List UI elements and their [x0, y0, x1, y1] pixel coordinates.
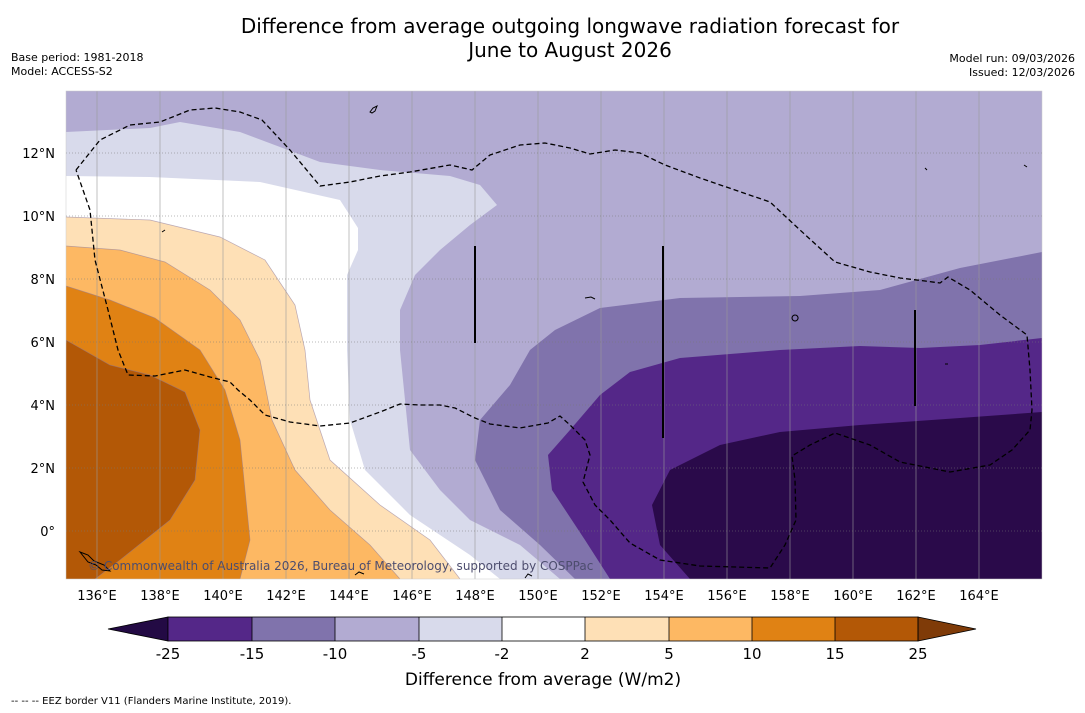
model-run-text: Model run: 09/03/2026 [949, 52, 1075, 65]
colorbar-segment [835, 617, 918, 641]
lon-label: 146°E [392, 589, 432, 604]
colorbar-tick: -5 [412, 645, 427, 663]
lon-label: 144°E [329, 589, 369, 604]
colorbar-segment [752, 617, 835, 641]
colorbar-tick: -25 [156, 645, 181, 663]
contour-band-plus15-plus25 [66, 340, 200, 579]
colorbar-label: Difference from average (W/m2) [405, 670, 681, 690]
lon-label: 150°E [518, 589, 558, 604]
base-period-text: Base period: 1981-2018 [11, 51, 144, 64]
chart-title: Difference from average outgoing longwav… [200, 14, 940, 62]
lon-label: 158°E [770, 589, 810, 604]
marker-lines [474, 246, 916, 438]
map-frame [65, 90, 1043, 580]
colorbar-tick: -15 [240, 645, 265, 663]
contour-band-below-minus25 [652, 412, 1042, 579]
colorbar-segment [669, 617, 752, 641]
colorbar-tick: 15 [825, 645, 844, 663]
lat-label: 4°N [31, 399, 56, 414]
colorbar: -25 -15 -10 -5 -2 2 5 10 15 25 Differenc… [107, 616, 977, 690]
lon-label: 154°E [644, 589, 684, 604]
lon-label: 148°E [455, 589, 495, 604]
lon-label: 160°E [833, 589, 873, 604]
lat-label: 12°N [22, 147, 55, 162]
meta-left: Base period: 1981-2018 Model: ACCESS-S2 [11, 51, 143, 79]
colorbar-ticks: -25 -15 -10 -5 -2 2 5 10 15 25 [156, 645, 928, 663]
colorbar-tick: 25 [908, 645, 927, 663]
meta-right: Model run: 09/03/2026 Issued: 12/03/2026 [949, 52, 1075, 80]
colorbar-segment [335, 617, 419, 641]
lat-label: 6°N [31, 336, 56, 351]
colorbar-segment [419, 617, 502, 641]
colorbar-tick: -10 [323, 645, 348, 663]
map-area: © Commonwealth of Australia 2026, Bureau… [66, 91, 1042, 579]
colorbar-outline [167, 616, 919, 642]
lon-label: 164°E [959, 589, 999, 604]
lat-label: 0° [40, 525, 55, 540]
lon-label: 162°E [896, 589, 936, 604]
lat-label: 2°N [31, 462, 56, 477]
colorbar-segment [585, 617, 669, 641]
colorbar-dividers [251, 617, 836, 641]
colorbar-high-arrow [917, 616, 977, 642]
issued-text: Issued: 12/03/2026 [968, 66, 1075, 79]
title-line-1: Difference from average outgoing longwav… [240, 14, 900, 38]
lon-label: 136°E [77, 589, 117, 604]
islands [78, 104, 1028, 579]
lon-label: 152°E [581, 589, 621, 604]
lon-label: 156°E [707, 589, 747, 604]
eez-borders [75, 107, 1033, 569]
lat-label: 10°N [22, 210, 55, 225]
longitude-labels: 136°E 138°E 140°E 142°E 144°E 146°E 148°… [77, 589, 999, 604]
colorbar-tick: -2 [495, 645, 510, 663]
colorbar-tick: 2 [580, 645, 590, 663]
eez-legend-note: -- -- -- EEZ border V11 (Flanders Marine… [11, 696, 292, 707]
lon-label: 142°E [266, 589, 306, 604]
lon-label: 140°E [203, 589, 243, 604]
contour-lines [66, 216, 461, 579]
colorbar-segment [168, 617, 252, 641]
latitude-gridlines [66, 152, 1042, 532]
model-text: Model: ACCESS-S2 [11, 65, 113, 78]
colorbar-low-arrow [107, 616, 169, 642]
longitude-gridlines [96, 91, 980, 579]
latitude-labels: 12°N 10°N 8°N 6°N 4°N 2°N 0° [22, 147, 55, 540]
colorbar-tick: 5 [664, 645, 674, 663]
title-line-2: June to August 2026 [468, 38, 672, 62]
colorbar-segment [252, 617, 335, 641]
lat-label: 8°N [31, 273, 56, 288]
copyright-text: © Commonwealth of Australia 2026, Bureau… [88, 559, 593, 573]
colorbar-segment [502, 617, 585, 641]
lon-label: 138°E [140, 589, 180, 604]
colorbar-tick: 10 [742, 645, 761, 663]
